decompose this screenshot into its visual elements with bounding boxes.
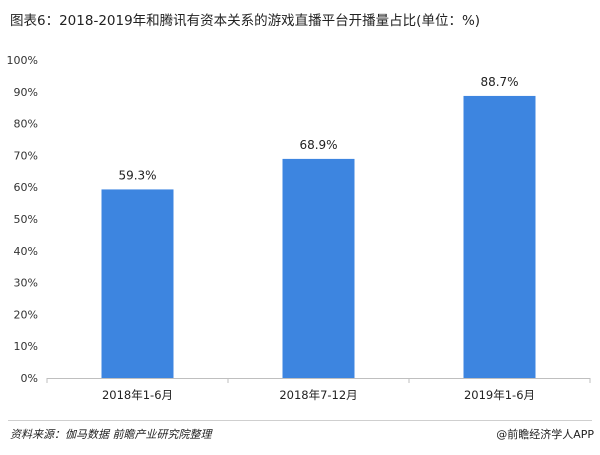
bar-data-label: 88.7%: [480, 75, 518, 89]
chart-title: 图表6：2018-2019年和腾讯有资本关系的游戏直播平台开播量占比(单位：%): [10, 13, 481, 29]
source-note: 资料来源：伽马数据 前瞻产业研究院整理: [10, 428, 212, 441]
y-tick-label: 20%: [14, 308, 38, 321]
y-tick-label: 80%: [14, 118, 38, 131]
bar: [282, 158, 355, 378]
y-tick-label: 30%: [14, 277, 38, 290]
bar-data-label: 59.3%: [118, 168, 156, 182]
x-tick-label: 2018年7-12月: [279, 388, 357, 402]
bar: [101, 189, 174, 378]
x-tick-label: 2018年1-6月: [102, 388, 173, 402]
y-tick-label: 70%: [14, 149, 38, 162]
bar: [463, 95, 536, 379]
y-tick-label: 60%: [14, 181, 38, 194]
bar-data-label: 68.9%: [299, 138, 337, 152]
y-tick-label: 50%: [14, 213, 38, 226]
y-tick-label: 40%: [14, 245, 38, 258]
credit-note: @前瞻经济学人APP: [496, 428, 594, 441]
y-tick-label: 10%: [14, 340, 38, 353]
x-tick-label: 2019年1-6月: [464, 388, 535, 402]
footer-divider: [8, 420, 592, 421]
y-tick-label: 90%: [14, 86, 38, 99]
y-tick-label: 100%: [7, 54, 38, 67]
y-tick-label: 0%: [21, 372, 38, 385]
